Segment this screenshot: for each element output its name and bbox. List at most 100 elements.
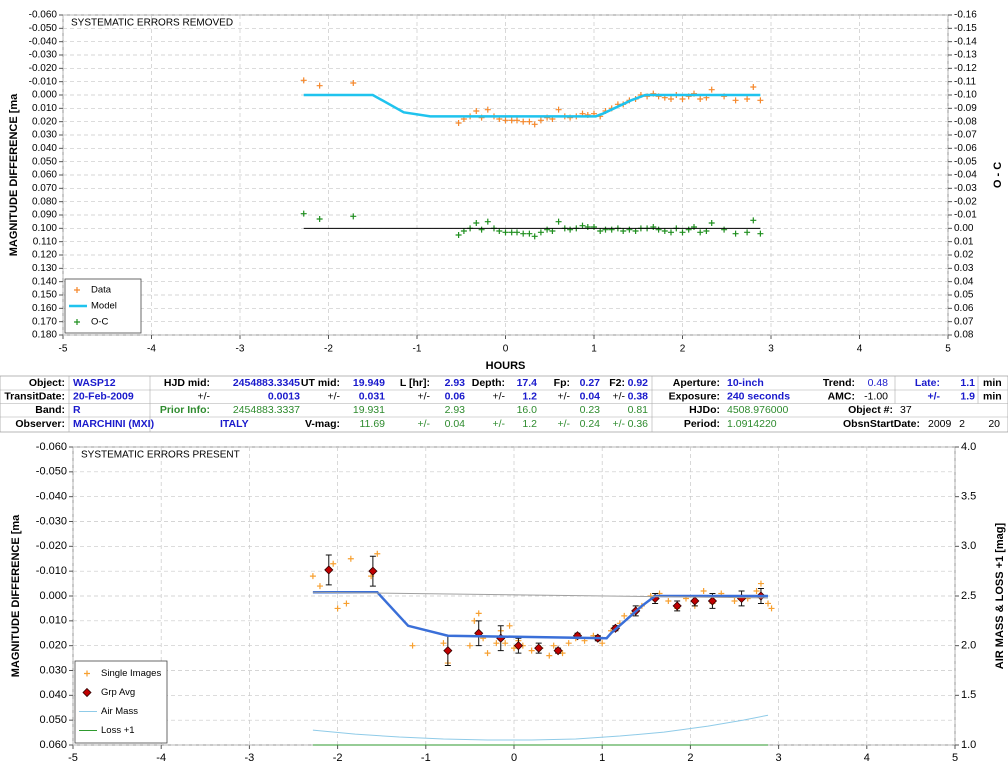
data-point xyxy=(508,117,515,124)
data-point xyxy=(478,226,485,233)
group-average xyxy=(368,566,378,576)
data-point xyxy=(350,80,357,86)
y-tick-label: -0.050 xyxy=(29,23,58,34)
data-point xyxy=(620,228,627,234)
table-cell: 19.931 xyxy=(353,404,385,416)
legend-box xyxy=(74,660,168,744)
y-tick-label: 0.050 xyxy=(32,156,57,167)
table-cell: Trend: xyxy=(823,377,855,389)
data-point xyxy=(555,106,562,113)
table-cell: 0.24 xyxy=(580,418,601,430)
data-point xyxy=(602,226,609,233)
y-tick-label: 0.040 xyxy=(32,143,57,154)
data-point xyxy=(409,642,416,649)
data-point xyxy=(484,650,491,657)
table-cell: +/- xyxy=(557,418,570,430)
data-point xyxy=(708,86,715,93)
x-tick-label: 4 xyxy=(857,344,863,355)
y-tick-label: 0.170 xyxy=(32,316,57,327)
data-point xyxy=(549,228,556,234)
y-tick-label: -0.010 xyxy=(29,76,58,87)
y-tick-label: 0.180 xyxy=(32,330,57,341)
table-cell: Fp: xyxy=(554,377,570,389)
y-tick-label: 0.150 xyxy=(32,290,57,301)
table-cell: Late: xyxy=(915,377,940,389)
chart-title: SYSTEMATIC ERRORS REMOVED xyxy=(71,18,233,29)
data-point xyxy=(753,588,760,595)
table-cell: 0.23 xyxy=(580,404,601,416)
series-line xyxy=(312,591,769,599)
data-point xyxy=(526,118,533,125)
data-point xyxy=(667,229,674,236)
data-point xyxy=(514,229,521,236)
table-cell: 11.69 xyxy=(360,418,386,430)
table-cell: 1.1 xyxy=(960,377,975,389)
y2-tick-label: 0.04 xyxy=(954,276,974,287)
legend-label: Single Images xyxy=(101,668,161,679)
data-point xyxy=(655,226,662,233)
data-point xyxy=(731,597,738,604)
y2-tick-label: 1.5 xyxy=(961,689,976,701)
table-cell: UT mid: xyxy=(301,377,340,389)
x-tick-label: -2 xyxy=(324,344,333,355)
y2-axis-label: O - C xyxy=(992,162,1004,188)
data-point xyxy=(708,220,715,226)
table-cell: -1.00 xyxy=(864,391,888,403)
table-cell: TransitDate: xyxy=(4,391,65,403)
table-cell: 1.2 xyxy=(522,391,537,403)
table-cell: +/- xyxy=(927,391,940,403)
data-point xyxy=(584,224,591,230)
x-tick-label: -5 xyxy=(59,344,68,355)
data-point xyxy=(466,642,473,649)
y-tick-label: 0.020 xyxy=(39,640,67,652)
y-tick-label: 0.130 xyxy=(32,263,57,274)
table-cell: +/- xyxy=(557,391,570,403)
data-point xyxy=(484,218,491,225)
y2-tick-label: -0.11 xyxy=(954,76,976,87)
y2-tick-label: -0.09 xyxy=(954,103,977,114)
data-point xyxy=(757,580,764,587)
table-cell: R xyxy=(73,404,81,416)
table-cell: HJD mid: xyxy=(164,377,210,389)
table-cell: AMC: xyxy=(828,391,855,403)
group-average xyxy=(672,601,682,611)
data-point xyxy=(502,117,509,124)
table-cell: +/- xyxy=(492,418,505,430)
x-tick-label: 4 xyxy=(864,752,870,764)
table-cell: HJDo: xyxy=(689,404,720,416)
y2-tick-label: -0.13 xyxy=(954,50,977,61)
x-tick-label: -1 xyxy=(413,344,422,355)
data-point xyxy=(526,230,533,237)
y-tick-label: -0.020 xyxy=(36,540,67,552)
data-point xyxy=(661,228,668,234)
data-point xyxy=(750,84,757,90)
data-point xyxy=(300,77,307,84)
y-tick-label: 0.070 xyxy=(32,183,57,194)
data-point xyxy=(531,233,538,240)
data-point xyxy=(309,573,316,580)
x-tick-label: 0 xyxy=(503,344,509,355)
table-cell: F2: xyxy=(609,377,625,389)
data-point xyxy=(374,550,381,557)
legend-swatch xyxy=(84,670,90,677)
data-point xyxy=(502,229,509,236)
table-cell: +/- xyxy=(612,391,625,403)
y2-tick-label: 0.00 xyxy=(954,223,974,234)
y-tick-label: 0.030 xyxy=(32,130,57,141)
y-tick-label: 0.140 xyxy=(32,276,57,287)
data-point xyxy=(473,108,480,114)
legend-label: O-C xyxy=(91,317,109,328)
data-point xyxy=(757,230,764,237)
table-cell: +/- xyxy=(417,391,430,403)
y-tick-label: 0.050 xyxy=(39,714,67,726)
data-point xyxy=(685,226,692,233)
data-point xyxy=(300,210,307,217)
table-cell: Depth: xyxy=(472,377,505,389)
x-tick-label: 5 xyxy=(945,344,951,355)
y2-tick-label: 0.05 xyxy=(954,290,974,301)
table-cell: +/- xyxy=(492,391,505,403)
data-point xyxy=(621,612,628,619)
data-point xyxy=(703,228,710,234)
data-point xyxy=(511,645,517,652)
